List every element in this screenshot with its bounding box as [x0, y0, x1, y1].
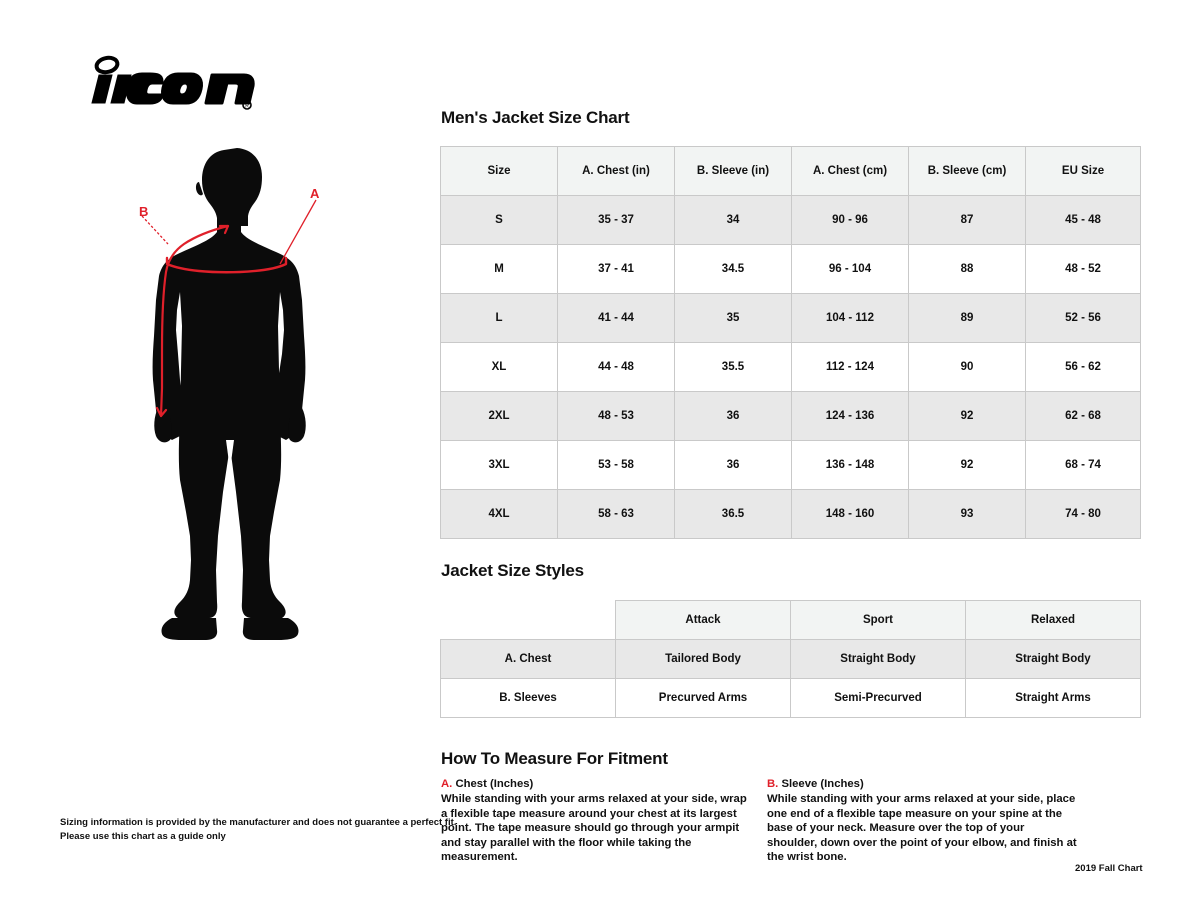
- styles-row-label: B. Sleeves: [440, 678, 616, 718]
- cell-chest-in: 37 - 41: [557, 244, 675, 294]
- table-row: S 35 - 37 34 90 - 96 87 45 - 48: [440, 195, 1141, 245]
- styles-cell-sport: Semi-Precurved: [790, 678, 966, 718]
- styles-corner-cell: [440, 600, 616, 640]
- chest-measure-line-icon: [165, 256, 288, 274]
- measure-chest-title: Chest (Inches): [455, 778, 534, 790]
- table-row: XL 44 - 48 35.5 112 - 124 90 56 - 62: [440, 342, 1141, 392]
- table-row: A. Chest Tailored Body Straight Body Str…: [440, 639, 1141, 679]
- cell-chest-cm: 136 - 148: [791, 440, 909, 490]
- styles-cell-relaxed: Straight Body: [965, 639, 1141, 679]
- cell-sleeve-in: 34.5: [674, 244, 792, 294]
- chart-date-stamp: 2019 Fall Chart: [1075, 863, 1143, 874]
- cell-eu-size: 52 - 56: [1025, 293, 1141, 343]
- size-chart-table: Size A. Chest (in) B. Sleeve (in) A. Che…: [440, 146, 1141, 539]
- table-row: 3XL 53 - 58 36 136 - 148 92 68 - 74: [440, 440, 1141, 490]
- cell-sleeve-in: 36: [674, 440, 792, 490]
- cell-size: L: [440, 293, 558, 343]
- sleeve-measure-line-icon: [155, 224, 230, 418]
- column-header-chest-cm: A. Chest (cm): [791, 146, 909, 196]
- measure-sleeve-label: B. Sleeve (Inches): [767, 777, 1077, 791]
- style-header-attack: Attack: [615, 600, 791, 640]
- cell-chest-cm: 90 - 96: [791, 195, 909, 245]
- styles-header-row: Attack Sport Relaxed: [440, 600, 1141, 640]
- table-row: M 37 - 41 34.5 96 - 104 88 48 - 52: [440, 244, 1141, 294]
- cell-eu-size: 62 - 68: [1025, 391, 1141, 441]
- table-row: L 41 - 44 35 104 - 112 89 52 - 56: [440, 293, 1141, 343]
- column-header-sleeve-cm: B. Sleeve (cm): [908, 146, 1026, 196]
- cell-size: 3XL: [440, 440, 558, 490]
- measure-chest-block: A. Chest (Inches) While standing with yo…: [441, 777, 751, 865]
- svg-text:R: R: [245, 104, 249, 110]
- table-row: B. Sleeves Precurved Arms Semi-Precurved…: [440, 678, 1141, 718]
- cell-chest-cm: 96 - 104: [791, 244, 909, 294]
- cell-sleeve-cm: 93: [908, 489, 1026, 539]
- sizing-disclaimer: Sizing information is provided by the ma…: [60, 817, 457, 842]
- measure-letter-b: B.: [767, 778, 779, 790]
- cell-eu-size: 74 - 80: [1025, 489, 1141, 539]
- cell-sleeve-cm: 89: [908, 293, 1026, 343]
- jacket-size-styles-table: Attack Sport Relaxed A. Chest Tailored B…: [440, 600, 1141, 718]
- cell-size: S: [440, 195, 558, 245]
- cell-eu-size: 45 - 48: [1025, 195, 1141, 245]
- cell-sleeve-in: 36.5: [674, 489, 792, 539]
- styles-table-heading: Jacket Size Styles: [441, 561, 584, 580]
- cell-chest-in: 41 - 44: [557, 293, 675, 343]
- cell-sleeve-cm: 92: [908, 440, 1026, 490]
- chest-leader-line-icon: [279, 199, 317, 265]
- styles-row-label: A. Chest: [440, 639, 616, 679]
- styles-cell-sport: Straight Body: [790, 639, 966, 679]
- cell-eu-size: 48 - 52: [1025, 244, 1141, 294]
- size-chart-header-row: Size A. Chest (in) B. Sleeve (in) A. Che…: [440, 146, 1141, 196]
- cell-size: XL: [440, 342, 558, 392]
- styles-cell-relaxed: Straight Arms: [965, 678, 1141, 718]
- cell-chest-in: 58 - 63: [557, 489, 675, 539]
- cell-size: 4XL: [440, 489, 558, 539]
- cell-chest-in: 53 - 58: [557, 440, 675, 490]
- annotation-letter-a: A: [310, 186, 320, 201]
- cell-chest-cm: 112 - 124: [791, 342, 909, 392]
- cell-chest-in: 35 - 37: [557, 195, 675, 245]
- cell-sleeve-cm: 88: [908, 244, 1026, 294]
- sleeve-leader-line-icon: [141, 215, 169, 245]
- cell-chest-cm: 104 - 112: [791, 293, 909, 343]
- cell-eu-size: 56 - 62: [1025, 342, 1141, 392]
- measure-letter-a: A.: [441, 778, 453, 790]
- styles-cell-attack: Tailored Body: [615, 639, 791, 679]
- cell-chest-cm: 148 - 160: [791, 489, 909, 539]
- cell-sleeve-in: 36: [674, 391, 792, 441]
- measurement-figure: [120, 140, 350, 640]
- table-row: 2XL 48 - 53 36 124 - 136 92 62 - 68: [440, 391, 1141, 441]
- cell-size: 2XL: [440, 391, 558, 441]
- measure-chest-label: A. Chest (Inches): [441, 777, 751, 791]
- column-header-eu-size: EU Size: [1025, 146, 1141, 196]
- cell-sleeve-cm: 92: [908, 391, 1026, 441]
- cell-sleeve-in: 35: [674, 293, 792, 343]
- size-chart-heading: Men's Jacket Size Chart: [441, 108, 630, 127]
- style-header-relaxed: Relaxed: [965, 600, 1141, 640]
- cell-chest-cm: 124 - 136: [791, 391, 909, 441]
- cell-sleeve-cm: 90: [908, 342, 1026, 392]
- body-silhouette-icon: [152, 148, 306, 640]
- column-header-size: Size: [440, 146, 558, 196]
- brand-logo: R: [58, 48, 258, 114]
- cell-sleeve-in: 35.5: [674, 342, 792, 392]
- cell-chest-in: 48 - 53: [557, 391, 675, 441]
- cell-chest-in: 44 - 48: [557, 342, 675, 392]
- cell-size: M: [440, 244, 558, 294]
- table-row: 4XL 58 - 63 36.5 148 - 160 93 74 - 80: [440, 489, 1141, 539]
- cell-sleeve-in: 34: [674, 195, 792, 245]
- styles-cell-attack: Precurved Arms: [615, 678, 791, 718]
- measure-heading: How To Measure For Fitment: [441, 749, 668, 768]
- annotation-letter-b: B: [139, 204, 149, 219]
- cell-eu-size: 68 - 74: [1025, 440, 1141, 490]
- cell-sleeve-cm: 87: [908, 195, 1026, 245]
- column-header-sleeve-in: B. Sleeve (in): [674, 146, 792, 196]
- measure-chest-body: While standing with your arms relaxed at…: [441, 793, 747, 864]
- measure-sleeve-body: While standing with your arms relaxed at…: [767, 793, 1077, 864]
- style-header-sport: Sport: [790, 600, 966, 640]
- measure-sleeve-block: B. Sleeve (Inches) While standing with y…: [767, 777, 1077, 865]
- measure-sleeve-title: Sleeve (Inches): [781, 778, 864, 790]
- icon-logo-glyphs: R: [91, 55, 255, 110]
- column-header-chest-in: A. Chest (in): [557, 146, 675, 196]
